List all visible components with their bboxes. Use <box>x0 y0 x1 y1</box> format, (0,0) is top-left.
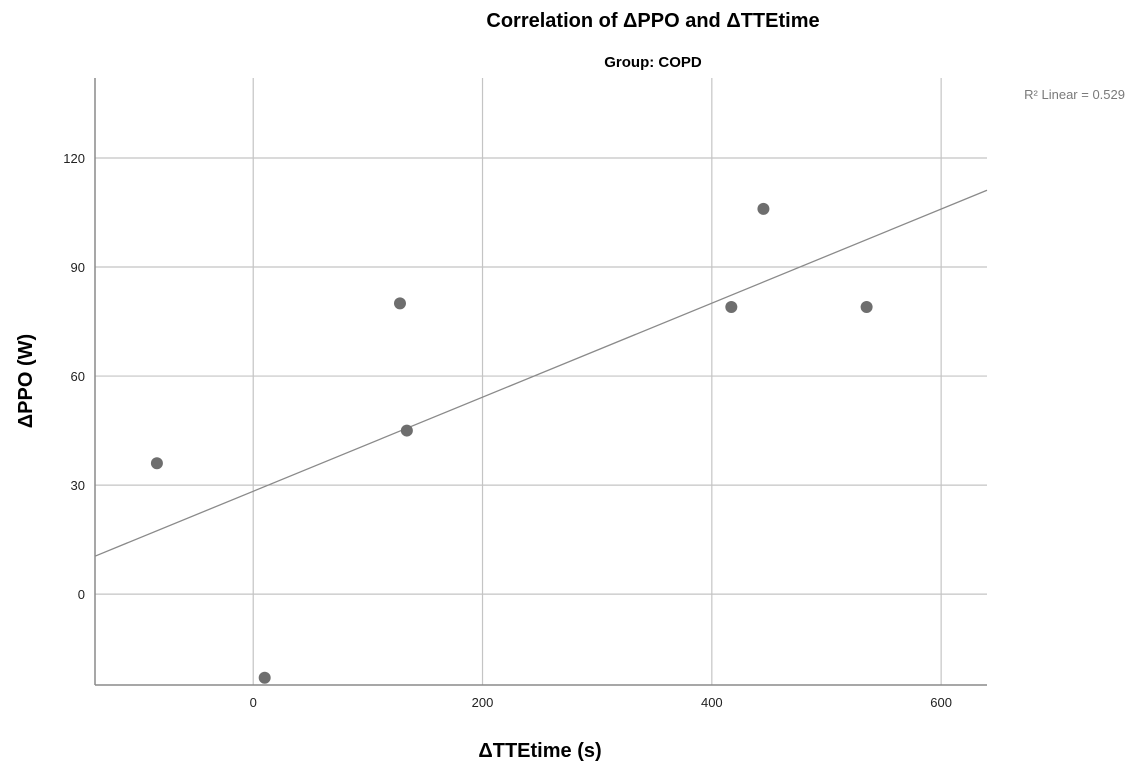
x-tick-label: 200 <box>472 695 494 710</box>
chart-subtitle: Group: COPD <box>604 54 702 71</box>
data-point <box>400 424 413 437</box>
x-tick-label: 0 <box>250 695 257 710</box>
r-squared-annotation: R² Linear = 0.529 <box>1024 87 1125 102</box>
data-point <box>393 297 406 310</box>
data-point <box>150 457 163 470</box>
x-axis-title: ΔTTEtime (s) <box>478 740 601 762</box>
tick-labels: 0 30 60 90 120 0 200 400 600 <box>63 151 952 710</box>
data-point <box>757 202 770 215</box>
regression-line <box>94 189 988 557</box>
y-tick-label: 120 <box>63 151 85 166</box>
chart-title: Correlation of ΔPPO and ΔTTEtime <box>486 10 819 32</box>
data-point <box>725 300 738 313</box>
y-tick-label: 60 <box>71 369 85 384</box>
x-tick-label: 600 <box>930 695 952 710</box>
y-axis-title: ΔPPO (W) <box>15 334 37 428</box>
gridlines <box>95 78 987 685</box>
fit-line-group <box>94 189 988 557</box>
y-tick-label: 0 <box>78 587 85 602</box>
x-tick-label: 400 <box>701 695 723 710</box>
data-point <box>860 300 873 313</box>
y-tick-label: 30 <box>71 478 85 493</box>
y-tick-label: 90 <box>71 260 85 275</box>
axes <box>94 78 987 686</box>
data-point <box>258 671 271 684</box>
data-points <box>150 202 873 684</box>
